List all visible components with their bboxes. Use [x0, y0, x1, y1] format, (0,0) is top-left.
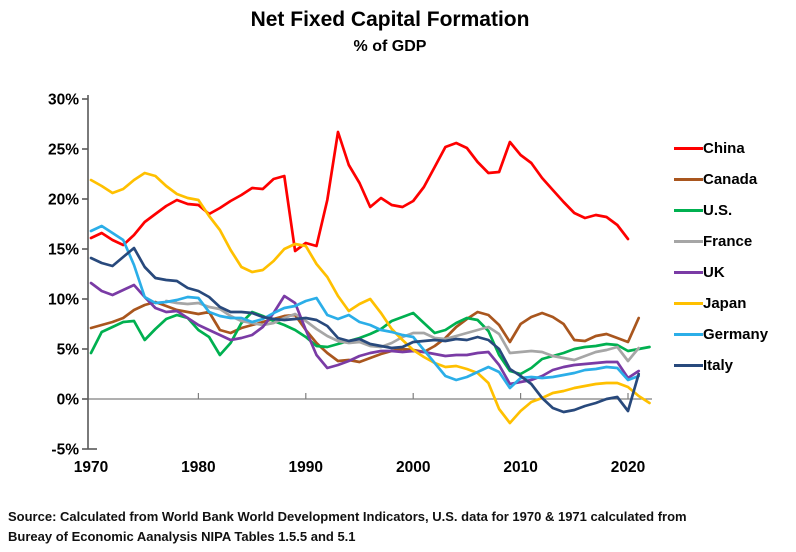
y-tick-label: 20%: [48, 192, 79, 209]
y-tick-label: 25%: [48, 142, 79, 159]
source-note: Source: Calculated from World Bank World…: [8, 507, 792, 547]
legend-label: UK: [703, 264, 725, 281]
legend-label: Germany: [703, 326, 769, 343]
legend-label: China: [703, 140, 745, 157]
legend-swatch: [674, 240, 703, 243]
legend-label: Canada: [703, 171, 758, 188]
legend-item-germany: Germany: [674, 319, 768, 350]
source-line-2: Bureay of Economic Aanalysis NIPA Tables…: [8, 529, 356, 544]
source-line-1: Source: Calculated from World Bank World…: [8, 509, 687, 524]
legend-item-japan: Japan: [674, 288, 768, 319]
y-tick-label: 10%: [48, 292, 79, 309]
series-line-germany: [89, 224, 641, 390]
legend-swatch: [674, 271, 703, 274]
legend-swatch: [674, 178, 703, 181]
legend-swatch: [674, 364, 703, 367]
legend-item-france: France: [674, 226, 768, 257]
series-line-japan: [89, 171, 651, 425]
x-tick-label: 2020: [611, 459, 645, 476]
legend-item-china: China: [674, 133, 768, 164]
x-tick-label: 1970: [74, 459, 108, 476]
legend-item-uk: UK: [674, 257, 768, 288]
series-line-france: [164, 299, 641, 363]
legend-label: Italy: [703, 357, 734, 374]
x-tick-label: 1980: [181, 459, 215, 476]
chart-subtitle: % of GDP: [353, 38, 427, 55]
y-tick-label: 0%: [57, 392, 80, 409]
legend-label: Japan: [703, 295, 747, 312]
series-line-italy: [89, 246, 641, 414]
series-line-canada: [89, 300, 641, 364]
y-tick-label: 30%: [48, 92, 79, 109]
legend-swatch: [674, 333, 703, 336]
y-tick-label: -5%: [51, 442, 79, 459]
chart-legend: China Canada U.S. France UK Japan Germany Italy: [674, 133, 768, 381]
legend-item-us: U.S.: [674, 195, 768, 226]
legend-item-canada: Canada: [674, 164, 768, 195]
chart-title: Net Fixed Capital Formation: [250, 8, 530, 31]
legend-swatch: [674, 302, 703, 305]
legend-swatch: [674, 209, 703, 212]
y-tick-label: 5%: [57, 342, 80, 359]
x-tick-label: 2010: [503, 459, 537, 476]
legend-label: France: [703, 233, 753, 250]
x-tick-label: 1990: [289, 459, 323, 476]
series-line-uk: [89, 281, 641, 386]
y-tick-label: 15%: [48, 242, 79, 259]
legend-label: U.S.: [703, 202, 733, 219]
legend-swatch: [674, 147, 703, 150]
legend-item-italy: Italy: [674, 350, 768, 381]
x-tick-label: 2000: [396, 459, 430, 476]
series-line-china: [89, 130, 630, 253]
